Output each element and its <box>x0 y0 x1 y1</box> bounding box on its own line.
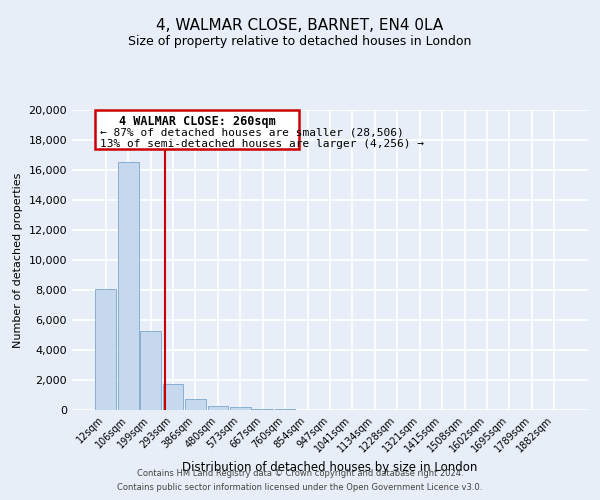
Bar <box>140 330 161 410</box>
Text: Size of property relative to detached houses in London: Size of property relative to detached ho… <box>128 35 472 48</box>
Text: Contains public sector information licensed under the Open Government Licence v3: Contains public sector information licen… <box>118 484 482 492</box>
Bar <box>185 399 206 410</box>
Bar <box>95 288 116 410</box>
Text: 4 WALMAR CLOSE: 260sqm: 4 WALMAR CLOSE: 260sqm <box>119 114 275 128</box>
Bar <box>275 409 295 410</box>
FancyBboxPatch shape <box>95 110 299 149</box>
Text: 4, WALMAR CLOSE, BARNET, EN4 0LA: 4, WALMAR CLOSE, BARNET, EN4 0LA <box>157 18 443 32</box>
Bar <box>118 162 139 410</box>
Text: ← 87% of detached houses are smaller (28,506): ← 87% of detached houses are smaller (28… <box>100 127 403 137</box>
Bar <box>253 408 273 410</box>
X-axis label: Distribution of detached houses by size in London: Distribution of detached houses by size … <box>182 461 478 474</box>
Bar <box>208 406 228 410</box>
Text: Contains HM Land Registry data © Crown copyright and database right 2024.: Contains HM Land Registry data © Crown c… <box>137 468 463 477</box>
Y-axis label: Number of detached properties: Number of detached properties <box>13 172 23 348</box>
Text: 13% of semi-detached houses are larger (4,256) →: 13% of semi-detached houses are larger (… <box>100 139 424 149</box>
Bar <box>163 384 184 410</box>
Bar <box>230 407 251 410</box>
